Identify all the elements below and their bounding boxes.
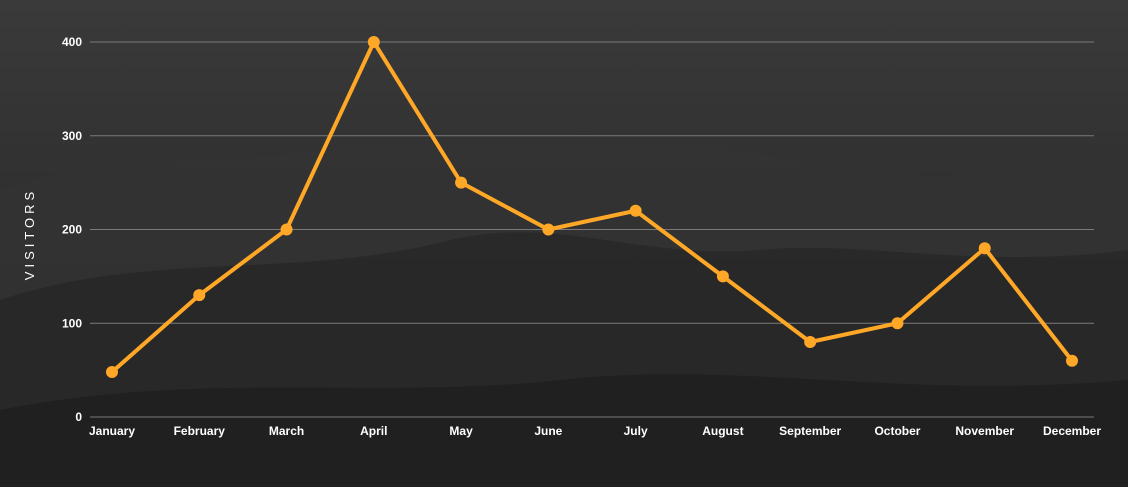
y-tick-label-0: 0 [75, 410, 82, 424]
x-axis-ticks: January February March April May June July Augu… [89, 424, 1101, 438]
x-tick-label-august: August [702, 424, 743, 438]
y-tick-label-400: 400 [62, 35, 82, 49]
data-point-june[interactable] [542, 223, 555, 236]
x-tick-label-january: January [89, 424, 135, 438]
x-tick-label-march: March [269, 424, 304, 438]
y-tick-label-300: 300 [62, 129, 82, 143]
data-point-november[interactable] [978, 242, 991, 255]
data-point-october[interactable] [891, 317, 904, 330]
x-tick-label-february: February [174, 424, 226, 438]
data-point-august[interactable] [716, 270, 729, 283]
x-tick-label-november: November [955, 424, 1014, 438]
series-line [110, 40, 1074, 374]
data-point-february[interactable] [193, 289, 206, 302]
x-tick-label-april: April [360, 424, 387, 438]
data-point-march[interactable] [280, 223, 293, 236]
y-tick-label-100: 100 [62, 316, 82, 330]
y-axis-label: VISITORS [22, 188, 37, 280]
x-tick-label-december: December [1043, 424, 1101, 438]
grid-lines [90, 41, 1094, 418]
data-point-september[interactable] [804, 336, 817, 348]
x-tick-label-october: October [874, 424, 920, 438]
data-point-december[interactable] [1066, 354, 1078, 367]
y-tick-label-200: 200 [62, 223, 82, 237]
series-visitors [106, 36, 1078, 378]
x-tick-label-july: July [624, 424, 648, 438]
x-tick-label-september: September [779, 424, 841, 438]
x-tick-label-june: June [534, 424, 562, 438]
data-point-april[interactable] [367, 36, 380, 48]
x-tick-label-may: May [449, 424, 473, 438]
data-point-may[interactable] [455, 176, 468, 189]
data-point-july[interactable] [629, 204, 642, 217]
y-axis-ticks: 0 100 200 300 400 [62, 35, 82, 424]
data-point-january[interactable] [106, 366, 118, 378]
